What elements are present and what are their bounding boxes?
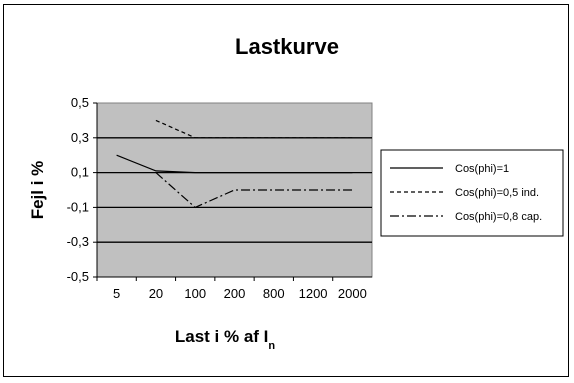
y-tick-label: -0,3 — [67, 234, 89, 249]
x-axis-label-subscript: n — [268, 340, 275, 352]
legend: Cos(phi)=1 Cos(phi)=0,5 ind. Cos(phi)=0,8 … — [390, 163, 542, 223]
y-tick-label: -0,5 — [67, 269, 89, 284]
y-axis-label: Fejl i % — [28, 161, 47, 220]
y-tick-label: 0,1 — [71, 165, 89, 180]
legend-box — [380, 149, 564, 237]
y-tick-label: -0,1 — [67, 199, 89, 214]
x-axis-ticks: 5 20 100 200 800 1200 2000 — [96, 277, 367, 301]
series-lines — [116, 119, 353, 209]
x-axis-label-main: Last i % af I — [175, 327, 269, 346]
x-tick-label: 2000 — [338, 286, 367, 301]
y-axis-ticks: 0,5 0,3 0,1 -0,1 -0,3 -0,5 — [67, 95, 372, 284]
x-tick-label: 100 — [184, 286, 206, 301]
legend-label: Cos(phi)=1 — [455, 163, 509, 175]
y-tick-label: 0,3 — [71, 130, 89, 145]
x-tick-label: 200 — [224, 286, 246, 301]
x-tick-label: 1200 — [299, 286, 328, 301]
series-line — [155, 119, 353, 139]
legend-label: Cos(phi)=0,8 cap. — [455, 211, 542, 223]
x-axis-label: Last i % af In — [175, 327, 276, 352]
x-tick-label: 20 — [149, 286, 163, 301]
series-line — [155, 172, 353, 209]
legend-label: Cos(phi)=0,5 ind. — [455, 187, 539, 199]
x-tick-label: 800 — [263, 286, 285, 301]
chart-title: Lastkurve — [235, 34, 339, 59]
x-tick-label: 5 — [113, 286, 120, 301]
y-tick-label: 0,5 — [71, 95, 89, 110]
series-line — [116, 154, 353, 174]
